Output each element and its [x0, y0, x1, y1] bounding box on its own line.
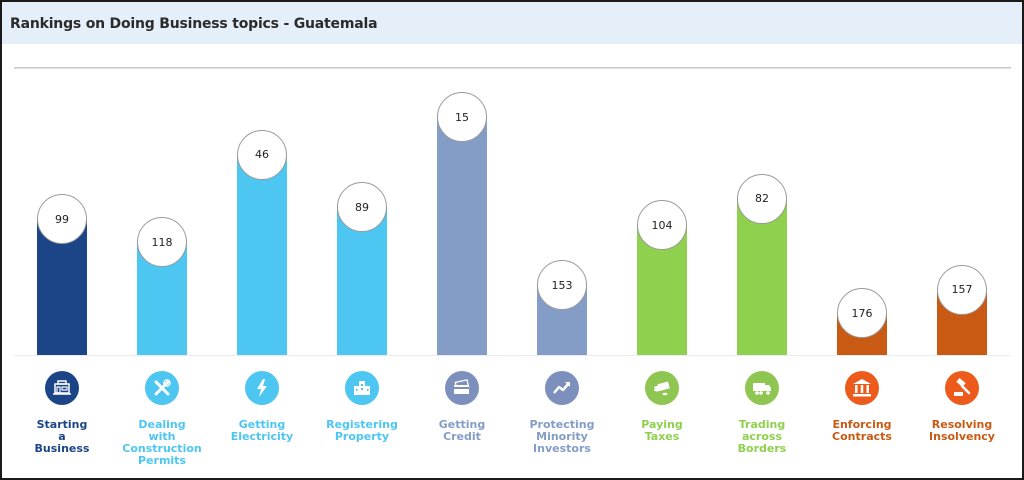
- rank-label-protecting-minority-investors: 153: [537, 260, 587, 311]
- category-label-line: Minority: [536, 430, 588, 443]
- category-label-resolving-insolvency: Resolving Insolvency: [912, 419, 1012, 443]
- bar-getting-electricity: [237, 154, 287, 355]
- bar-trading-across-borders: [737, 198, 787, 355]
- chart-baseline: [14, 355, 1011, 356]
- rank-label-registering-property: 89: [337, 182, 387, 233]
- rank-label-dealing-with-construction-permits: 118: [137, 217, 187, 268]
- category-label-line: Enforcing: [832, 418, 892, 431]
- rank-label-starting-a-business: 99: [37, 194, 87, 245]
- category-label-line: Permits: [138, 454, 186, 467]
- gavel-icon: [945, 371, 979, 405]
- category-label-line: across: [741, 430, 783, 443]
- category-label-starting-a-business: Starting a Business: [12, 419, 112, 455]
- bar-getting-credit: [437, 117, 487, 355]
- category-label-line: with: [148, 430, 176, 443]
- category-label-trading-across-borders: Trading across Borders: [712, 419, 812, 455]
- tools-icon: [145, 371, 179, 405]
- money-icon: [645, 371, 679, 405]
- courthouse-icon: [845, 371, 879, 405]
- category-label-line: Borders: [737, 442, 787, 455]
- category-label-getting-credit: Getting Credit: [412, 419, 512, 443]
- category-label-protecting-minority-investors: Protecting Minority Investors: [512, 419, 612, 455]
- category-label-line: Insolvency: [929, 430, 995, 443]
- rank-label-trading-across-borders: 82: [737, 173, 787, 224]
- category-label-line: Paying: [641, 418, 683, 431]
- category-label-line: Trading: [738, 418, 786, 431]
- category-label-line: Contracts: [832, 430, 892, 443]
- category-label-line: Investors: [533, 442, 591, 455]
- category-label-line: Registering: [326, 418, 398, 431]
- category-label-line: Getting: [438, 418, 486, 431]
- panel-header: Rankings on Doing Business topics - Guat…: [2, 2, 1022, 44]
- category-label-line: Property: [334, 430, 390, 443]
- category-label-line: Resolving: [931, 418, 993, 431]
- top-divider: [14, 67, 1011, 69]
- rank-label-paying-taxes: 104: [637, 200, 687, 251]
- category-label-line: a: [58, 430, 66, 443]
- trend-up-icon: [545, 371, 579, 405]
- category-label-registering-property: Registering Property: [312, 419, 412, 443]
- category-label-line: Dealing: [138, 418, 186, 431]
- rank-label-enforcing-contracts: 176: [837, 288, 887, 338]
- category-label-enforcing-contracts: Enforcing Contracts: [812, 419, 912, 443]
- category-label-line: Construction: [122, 442, 202, 455]
- building-icon: [45, 371, 79, 405]
- lightning-icon: [245, 371, 279, 405]
- rank-label-getting-electricity: 46: [237, 129, 287, 180]
- category-label-line: Electricity: [230, 430, 294, 443]
- category-label-line: Starting: [36, 418, 88, 431]
- rank-label-getting-credit: 15: [437, 92, 487, 143]
- category-label-line: Taxes: [644, 430, 680, 443]
- category-label-paying-taxes: Paying Taxes: [612, 419, 712, 443]
- category-label-line: Business: [34, 442, 90, 455]
- page-title: Rankings on Doing Business topics - Guat…: [10, 16, 378, 32]
- rank-label-resolving-insolvency: 157: [937, 264, 987, 315]
- category-label-getting-electricity: Getting Electricity: [212, 419, 312, 443]
- city-buildings-icon: [345, 371, 379, 405]
- category-label-line: Protecting: [529, 418, 595, 431]
- truck-icon: [745, 371, 779, 405]
- category-label-dealing-with-construction-permits: Dealing with Construction Permits: [112, 419, 212, 467]
- category-label-line: Getting: [238, 418, 286, 431]
- credit-card-icon: [445, 371, 479, 405]
- category-label-line: Credit: [443, 430, 481, 443]
